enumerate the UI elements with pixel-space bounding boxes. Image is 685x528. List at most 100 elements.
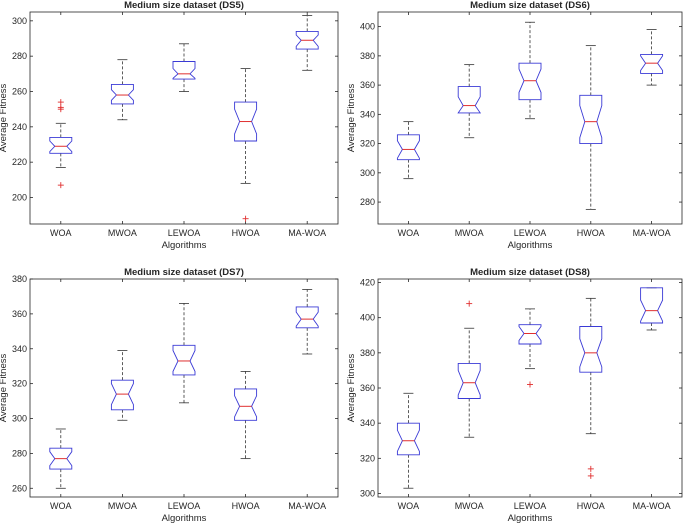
box-hwoa <box>579 45 603 210</box>
y-tick-label: 240 <box>12 122 27 132</box>
box-lewoa <box>518 308 542 388</box>
notched-box <box>110 83 134 105</box>
notched-box <box>518 62 542 101</box>
notched-box <box>234 388 258 421</box>
y-axis-label: Average Fitness <box>0 354 9 423</box>
x-tick-label: LEWOA <box>514 228 547 238</box>
x-tick-label: MWOA <box>455 501 484 511</box>
outlier-marker <box>466 300 473 307</box>
outlier-marker <box>527 381 533 388</box>
y-axis-label: Average Fitness <box>0 84 9 153</box>
y-tick-label: 280 <box>12 51 27 61</box>
x-axis-label: Algorithms <box>162 513 207 524</box>
x-tick-label: WOA <box>50 228 72 238</box>
box-hwoa <box>234 68 258 222</box>
axes-frame <box>29 278 339 498</box>
y-tick-label: 400 <box>360 22 375 32</box>
outlier-marker <box>57 182 64 189</box>
notched-box <box>640 287 664 324</box>
notched-box <box>172 61 196 80</box>
y-tick-label: 320 <box>360 139 375 149</box>
chart-title: Medium size dataset (DS7) <box>124 267 244 278</box>
x-tick-label: HWOA <box>232 228 260 238</box>
box-lewoa <box>172 303 196 404</box>
outlier-marker <box>57 104 64 111</box>
box-ma-woa <box>295 289 319 355</box>
x-tick-label: WOA <box>50 501 72 511</box>
box-mwoa <box>457 300 481 438</box>
box-woa <box>396 121 420 180</box>
y-tick-label: 380 <box>12 274 27 284</box>
notched-box <box>579 94 603 145</box>
chart-title: Medium size dataset (DS8) <box>470 267 590 278</box>
chart-panel-7: Medium size dataset (DS7) 260 280 300 320 340… <box>0 267 339 524</box>
y-tick-label: 200 <box>12 193 27 203</box>
y-tick-label: 260 <box>12 483 27 493</box>
y-tick-label: 300 <box>360 488 375 498</box>
y-axis-label: Average Fitness <box>346 354 357 423</box>
box-woa <box>49 428 73 489</box>
notched-box <box>518 324 542 345</box>
notched-box <box>579 326 603 373</box>
y-tick-label: 300 <box>12 16 27 26</box>
notched-box <box>172 344 196 376</box>
x-tick-label: LEWOA <box>514 501 547 511</box>
box-mwoa <box>457 64 482 139</box>
chart-panel-5: Medium size dataset (DS5) 200 220 240 260 280… <box>0 0 339 251</box>
box-woa <box>49 99 73 189</box>
box-lewoa <box>172 43 196 92</box>
chart-title: Medium size dataset (DS5) <box>124 0 244 11</box>
x-tick-label: MWOA <box>108 228 137 238</box>
notched-box <box>49 136 73 154</box>
y-tick-label: 400 <box>360 313 375 323</box>
x-tick-label: HWOA <box>232 501 260 511</box>
x-axis-label: Algorithms <box>508 240 553 251</box>
x-tick-label: WOA <box>398 228 420 238</box>
box-mwoa <box>110 350 134 421</box>
y-tick-label: 220 <box>12 157 27 167</box>
notched-box <box>234 101 258 142</box>
y-tick-label: 360 <box>360 80 375 90</box>
y-tick-label: 300 <box>360 168 375 178</box>
y-tick-label: 300 <box>12 414 27 424</box>
x-tick-label: HWOA <box>577 501 605 511</box>
y-tick-label: 340 <box>12 344 27 354</box>
y-tick-label: 320 <box>12 379 27 389</box>
x-tick-label: LEWOA <box>168 501 201 511</box>
y-tick-label: 360 <box>12 309 27 319</box>
notched-box <box>295 306 319 329</box>
chart-panel-6: Medium size dataset (DS6) 280 300 320 340 360… <box>346 0 683 251</box>
y-axis-label: Average Fitness <box>346 84 357 153</box>
notched-box <box>396 134 420 161</box>
y-tick-label: 360 <box>360 383 375 393</box>
axes-frame <box>377 278 683 498</box>
x-tick-label: WOA <box>398 501 420 511</box>
chart-panel-8: Medium size dataset (DS8) 300 320 340 360 380… <box>346 267 683 524</box>
box-ma-woa <box>640 29 664 86</box>
outlier-marker <box>587 465 594 472</box>
outlier-marker <box>57 99 64 106</box>
y-tick-label: 280 <box>12 448 27 458</box>
outlier-marker <box>587 472 594 479</box>
y-tick-label: 340 <box>360 109 375 119</box>
y-tick-label: 380 <box>360 51 375 61</box>
x-tick-label: MA-WOA <box>633 228 671 238</box>
y-tick-label: 280 <box>360 197 375 207</box>
x-axis-label: Algorithms <box>162 240 207 251</box>
x-tick-label: MA-WOA <box>288 228 326 238</box>
box-lewoa <box>518 21 542 120</box>
box-ma-woa <box>640 287 664 331</box>
box-ma-woa <box>295 15 319 71</box>
x-tick-label: MA-WOA <box>288 501 326 511</box>
x-axis-label: Algorithms <box>508 513 553 524</box>
notched-box <box>457 86 482 114</box>
box-woa <box>396 392 420 489</box>
axes-frame <box>377 11 683 225</box>
y-tick-label: 320 <box>360 453 375 463</box>
x-tick-label: MWOA <box>455 228 484 238</box>
x-tick-label: HWOA <box>577 228 605 238</box>
x-tick-label: MWOA <box>108 501 137 511</box>
y-tick-label: 380 <box>360 348 375 358</box>
y-tick-label: 260 <box>12 87 27 97</box>
notched-box <box>110 379 134 411</box>
